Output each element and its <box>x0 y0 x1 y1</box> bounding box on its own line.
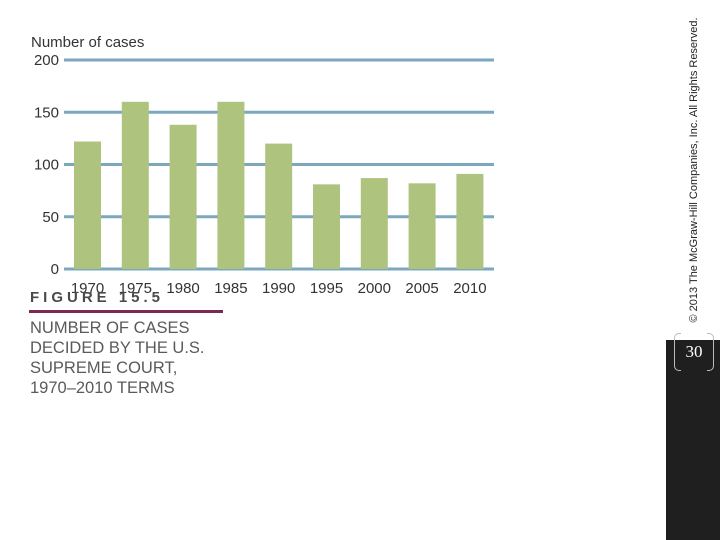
x-tick-label: 1975 <box>119 280 152 297</box>
side-panel <box>666 0 720 540</box>
x-tick-label: 1980 <box>166 280 199 297</box>
bar-1985 <box>217 101 245 269</box>
figure-label: FIGURE 15.5 <box>30 289 165 306</box>
caption-line: Number of cases <box>30 319 190 337</box>
x-tick-label: 1985 <box>214 280 247 297</box>
y-tick-label: 0 <box>51 261 59 278</box>
caption-line: decided by the U.S. <box>30 339 205 357</box>
y-axis-label: Number of cases <box>31 34 144 51</box>
bar-1970 <box>74 141 101 269</box>
bar-2000 <box>360 178 388 269</box>
bracket-left-icon <box>674 333 681 371</box>
bar-chart: 0 50 100 150 200 1970 1975 1980 1985 1990 1995 200… <box>31 34 494 297</box>
bar-2010 <box>456 173 484 269</box>
copyright-notice: © 2013 The McGraw-Hill Companies, Inc. A… <box>688 17 700 323</box>
bars <box>74 101 484 269</box>
x-tick-label: 2000 <box>358 280 391 297</box>
y-tick-labels: 0 50 100 150 200 <box>34 52 59 278</box>
bar-1975 <box>121 101 149 269</box>
x-tick-labels: 1970 1975 1980 1985 1990 1995 2000 2005 2010 <box>71 280 487 297</box>
caption-line: 1970–2010 terms <box>30 379 175 397</box>
caption-line: Supreme Court, <box>30 359 178 377</box>
x-tick-label: 1970 <box>71 280 104 297</box>
y-tick-label: 200 <box>34 52 59 69</box>
y-tick-label: 100 <box>34 157 59 174</box>
x-tick-label: 1995 <box>310 280 343 297</box>
page-number: 30 <box>674 333 714 371</box>
copyright-strip <box>666 0 720 340</box>
bar-1990 <box>265 143 293 269</box>
bar-1995 <box>313 184 340 269</box>
x-tick-label: 1990 <box>262 280 295 297</box>
x-tick-label: 2005 <box>405 280 438 297</box>
bracket-right-icon <box>707 333 714 371</box>
x-tick-label: 2010 <box>453 280 486 297</box>
bar-1980 <box>169 124 197 269</box>
y-tick-label: 50 <box>42 209 59 226</box>
figure-caption: Number of cases decided by the U.S. Supr… <box>30 318 290 398</box>
figure-rule <box>29 310 223 313</box>
bar-2005 <box>408 183 436 269</box>
page-number-text: 30 <box>685 342 703 361</box>
y-tick-label: 150 <box>34 104 59 121</box>
